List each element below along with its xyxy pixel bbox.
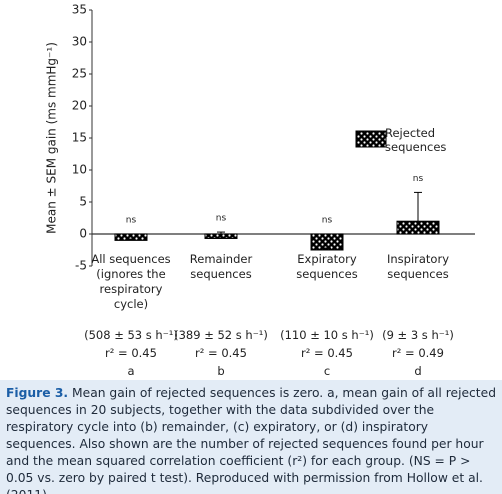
- y-tick-label: 0: [79, 227, 87, 241]
- y-tick-label: 15: [72, 131, 87, 145]
- y-tick-label: 30: [72, 35, 87, 49]
- r2-label: r² = 0.49: [392, 346, 444, 360]
- y-tick-label: 5: [79, 195, 87, 209]
- rate-label: (9 ± 3 s h⁻¹): [382, 328, 454, 342]
- category-label: Remainder sequences: [189, 252, 253, 281]
- bar: [396, 220, 440, 235]
- r2-label: r² = 0.45: [195, 346, 247, 360]
- y-tick-label: 25: [72, 67, 87, 81]
- r2-label: r² = 0.45: [105, 346, 157, 360]
- group-letter: b: [217, 364, 225, 378]
- rate-label: (389 ± 52 s h⁻¹): [174, 328, 268, 342]
- r2-label: r² = 0.45: [301, 346, 353, 360]
- group-letter: c: [323, 364, 331, 378]
- y-tick-label: 35: [72, 3, 87, 17]
- rate-label: (110 ± 10 s h⁻¹): [280, 328, 374, 342]
- annotation: ns: [322, 216, 333, 226]
- caption: Figure 3. Mean gain of rejected sequence…: [0, 380, 502, 494]
- rate-label: (508 ± 53 s h⁻¹): [84, 328, 178, 342]
- category-label: Inspiratory sequences: [386, 252, 450, 281]
- annotation: ns: [126, 216, 137, 226]
- annotation: ns: [413, 174, 424, 184]
- y-tick-label: 10: [72, 163, 87, 177]
- caption-label: Figure 3.: [6, 386, 69, 400]
- y-axis-label: Mean ± SEM gain (ms mmHg⁻¹): [45, 42, 59, 234]
- group-letter: a: [127, 364, 135, 378]
- category-label: All sequences (ignores the respiratory c…: [91, 252, 171, 311]
- category-label: Expiratory sequences: [296, 252, 358, 281]
- chart: Mean ± SEM gain (ms mmHg⁻¹) -5 0 5 10 15 20 25…: [45, 3, 475, 273]
- group-letter: d: [414, 364, 422, 378]
- legend-label: Rejected sequences: [385, 126, 447, 154]
- caption-text: Mean gain of rejected sequences is zero.…: [6, 386, 496, 494]
- y-tick-label: 20: [72, 99, 87, 113]
- y-tick-label: -5: [75, 259, 87, 273]
- legend-swatch: [355, 130, 387, 148]
- annotation: ns: [216, 214, 227, 224]
